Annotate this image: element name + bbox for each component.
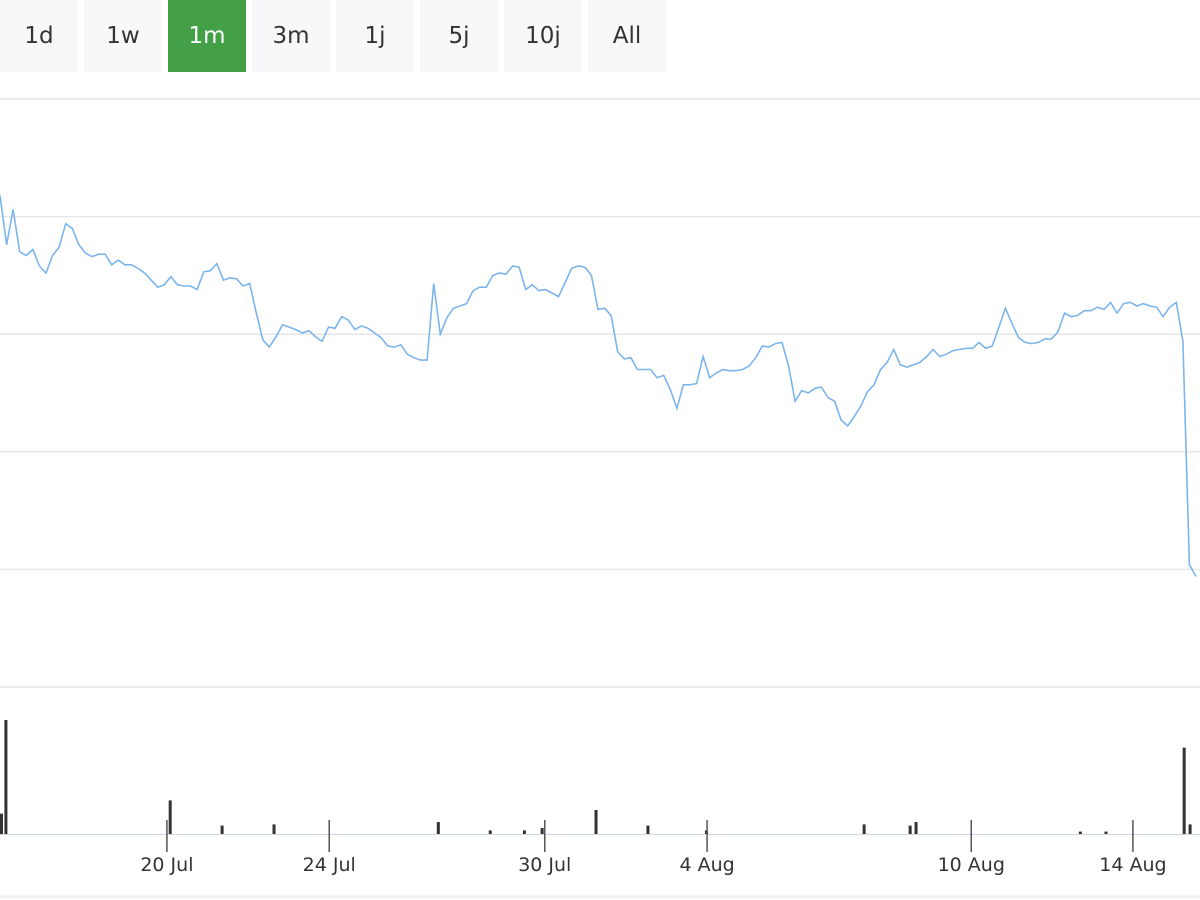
x-tick-label: 10 Aug — [938, 854, 1005, 876]
range-button[interactable]: 1d — [0, 0, 78, 72]
range-button[interactable]: 5j — [420, 0, 498, 72]
range-button[interactable]: 3m — [252, 0, 330, 72]
volume-bar — [0, 813, 3, 834]
volume-bar — [522, 830, 526, 834]
volume-bar — [646, 825, 650, 834]
volume-bar — [540, 828, 544, 834]
range-button[interactable]: 1m — [168, 0, 246, 72]
x-tick-label: 30 Jul — [518, 854, 571, 876]
volume-bar — [594, 810, 598, 834]
range-button[interactable]: 1j — [336, 0, 414, 72]
volume-bar — [1182, 747, 1186, 834]
volume-bar — [488, 830, 492, 834]
range-button[interactable]: All — [588, 0, 666, 72]
volume-bar — [4, 720, 8, 834]
x-tick-label: 14 Aug — [1099, 854, 1166, 876]
volume-bar — [908, 825, 912, 834]
x-tick-label: 4 Aug — [679, 854, 734, 876]
volume-bar — [168, 800, 172, 834]
volume-bar — [436, 822, 440, 834]
volume-bar — [862, 824, 866, 834]
volume-bar — [1188, 824, 1192, 834]
x-tick-label: 20 Jul — [140, 854, 193, 876]
volume-bar — [272, 824, 276, 834]
volume-bar — [1078, 831, 1082, 834]
x-tick-label: 24 Jul — [303, 854, 356, 876]
volume-bar — [220, 825, 224, 834]
price-line — [0, 195, 1197, 577]
range-button[interactable]: 1w — [84, 0, 162, 72]
volume-bar — [1104, 831, 1108, 834]
range-button[interactable]: 10j — [504, 0, 582, 72]
volume-bar — [914, 822, 918, 834]
